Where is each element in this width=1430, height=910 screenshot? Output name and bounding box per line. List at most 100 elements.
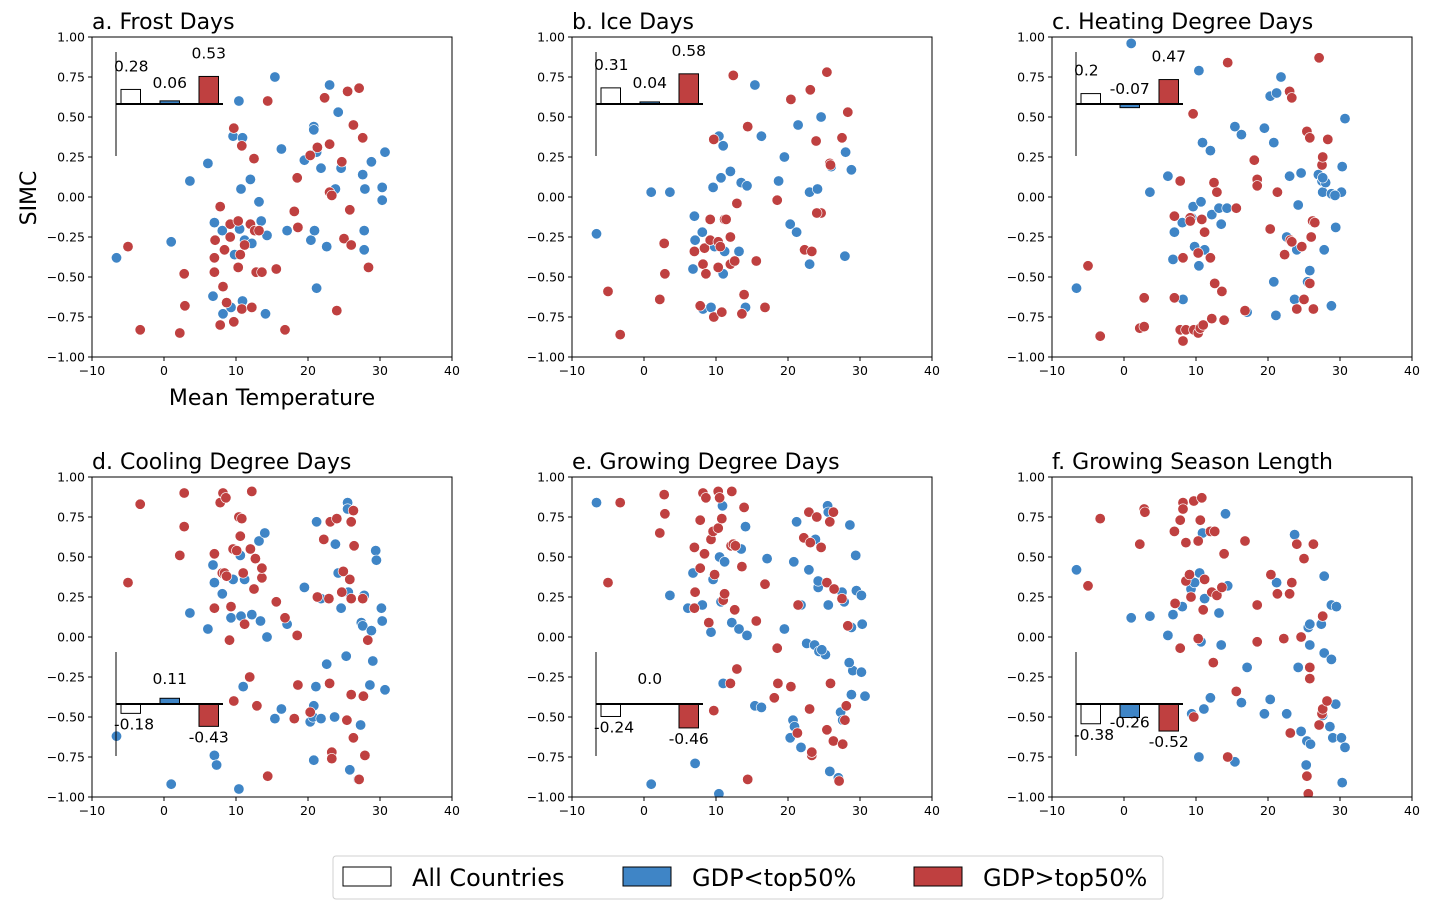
data-point-low-gdp bbox=[1167, 609, 1179, 621]
data-point-high-gdp bbox=[1248, 154, 1260, 166]
data-point-high-gdp bbox=[785, 681, 797, 693]
data-point-low-gdp bbox=[749, 79, 761, 91]
data-point-low-gdp bbox=[1241, 661, 1253, 673]
data-point-high-gdp bbox=[338, 233, 350, 245]
data-point-high-gdp bbox=[1322, 133, 1334, 145]
y-tick-label: 0.25 bbox=[57, 150, 85, 165]
x-tick-label: 30 bbox=[372, 803, 388, 818]
data-point-low-gdp bbox=[1318, 647, 1330, 659]
data-point-high-gdp bbox=[824, 516, 836, 528]
data-point-high-gdp bbox=[292, 679, 304, 691]
x-tick-label: 0 bbox=[1120, 363, 1128, 378]
data-point-high-gdp bbox=[228, 122, 240, 134]
y-tick-label: 0.00 bbox=[537, 630, 565, 645]
y-tick-label: 1.00 bbox=[537, 470, 565, 485]
data-point-high-gdp bbox=[208, 602, 220, 614]
legend-label-low-gdp: GDP<top50% bbox=[692, 864, 856, 892]
data-point-low-gdp bbox=[329, 711, 341, 723]
data-point-high-gdp bbox=[279, 324, 291, 336]
data-point-high-gdp bbox=[821, 724, 833, 736]
data-point-low-gdp bbox=[329, 538, 341, 550]
data-point-high-gdp bbox=[602, 577, 614, 589]
data-point-low-gdp bbox=[856, 618, 868, 630]
data-point-high-gdp bbox=[1307, 538, 1319, 550]
data-point-high-gdp bbox=[1211, 589, 1223, 601]
data-point-high-gdp bbox=[689, 586, 701, 598]
data-point-low-gdp bbox=[357, 169, 369, 181]
y-tick-label: 0.25 bbox=[1017, 150, 1045, 165]
data-point-low-gdp bbox=[1258, 708, 1270, 720]
plot-frame bbox=[91, 36, 453, 358]
y-tick-label: 0.75 bbox=[57, 510, 85, 525]
x-tick-label: 20 bbox=[300, 363, 316, 378]
data-point-high-gdp bbox=[1222, 751, 1234, 763]
data-point-low-gdp bbox=[1317, 172, 1329, 184]
inset-bar-all bbox=[120, 88, 141, 105]
data-point-low-gdp bbox=[208, 749, 220, 761]
data-point-high-gdp bbox=[1209, 525, 1221, 537]
data-point-high-gdp bbox=[1082, 580, 1094, 592]
data-point-low-gdp bbox=[1204, 692, 1216, 704]
x-tick-label: 20 bbox=[1260, 363, 1276, 378]
x-tick-label: 0 bbox=[160, 363, 168, 378]
data-point-high-gdp bbox=[311, 591, 323, 603]
data-point-low-gdp bbox=[321, 658, 333, 670]
data-point-high-gdp bbox=[688, 602, 700, 614]
data-point-low-gdp bbox=[1304, 618, 1316, 630]
scatter-points bbox=[111, 485, 391, 795]
data-point-high-gdp bbox=[727, 69, 739, 81]
y-tick-label: 0.75 bbox=[537, 510, 565, 525]
data-point-high-gdp bbox=[217, 281, 229, 293]
panel-title: d. Cooling Degree Days bbox=[92, 450, 351, 475]
data-point-high-gdp bbox=[1197, 319, 1209, 331]
data-point-high-gdp bbox=[1168, 210, 1180, 222]
data-point-low-gdp bbox=[1295, 725, 1307, 737]
data-point-low-gdp bbox=[202, 157, 214, 169]
data-point-low-gdp bbox=[216, 588, 228, 600]
data-point-low-gdp bbox=[311, 282, 323, 294]
data-point-low-gdp bbox=[1330, 221, 1342, 233]
data-point-high-gdp bbox=[804, 703, 816, 715]
data-point-high-gdp bbox=[336, 156, 348, 168]
data-point-low-gdp bbox=[645, 186, 657, 198]
data-point-high-gdp bbox=[1239, 535, 1251, 547]
data-point-high-gdp bbox=[234, 249, 246, 261]
y-tick-label: −0.50 bbox=[527, 710, 565, 725]
data-point-high-gdp bbox=[654, 527, 666, 539]
data-point-low-gdp bbox=[689, 757, 701, 769]
y-tick-label: 0.75 bbox=[57, 70, 85, 85]
data-point-low-gdp bbox=[379, 146, 391, 158]
data-point-high-gdp bbox=[1307, 303, 1319, 315]
x-tick-label: 0 bbox=[640, 803, 648, 818]
x-tick-label: 40 bbox=[1404, 803, 1420, 818]
data-point-low-gdp bbox=[1215, 218, 1227, 230]
y-tick-label: −0.50 bbox=[1007, 710, 1045, 725]
y-tick-label: 1.00 bbox=[57, 470, 85, 485]
y-axis-label: SIMC bbox=[17, 171, 42, 226]
data-point-low-gdp bbox=[1193, 65, 1205, 77]
data-point-high-gdp bbox=[714, 492, 726, 504]
data-point-high-gdp bbox=[1216, 581, 1228, 593]
data-point-high-gdp bbox=[1251, 636, 1263, 648]
data-point-low-gdp bbox=[726, 617, 738, 629]
data-point-high-gdp bbox=[1174, 175, 1186, 187]
y-tick-label: −0.25 bbox=[1007, 230, 1045, 245]
data-point-low-gdp bbox=[845, 689, 857, 701]
data-point-low-gdp bbox=[281, 225, 293, 237]
data-point-high-gdp bbox=[251, 700, 263, 712]
data-point-high-gdp bbox=[122, 577, 134, 589]
data-point-high-gdp bbox=[134, 324, 146, 336]
data-point-high-gdp bbox=[357, 690, 369, 702]
panel-d: d. Cooling Degree Days -0.18 0.11 -0.43 −10 0… bbox=[47, 450, 460, 818]
legend: All Countries GDP<top50% GDP>top50% bbox=[332, 855, 1164, 900]
data-point-low-gdp bbox=[1289, 529, 1301, 541]
data-point-low-gdp bbox=[379, 684, 391, 696]
y-tick-label: −0.75 bbox=[47, 310, 85, 325]
data-point-high-gdp bbox=[1174, 642, 1186, 654]
data-point-low-gdp bbox=[815, 111, 827, 123]
data-point-high-gdp bbox=[239, 618, 251, 630]
panel-c: c. Heating Degree Days 0.2 -0.070.47 −10 0 10… bbox=[1007, 10, 1420, 378]
data-point-high-gdp bbox=[256, 562, 268, 574]
data-point-high-gdp bbox=[742, 773, 754, 785]
data-point-high-gdp bbox=[716, 306, 728, 318]
